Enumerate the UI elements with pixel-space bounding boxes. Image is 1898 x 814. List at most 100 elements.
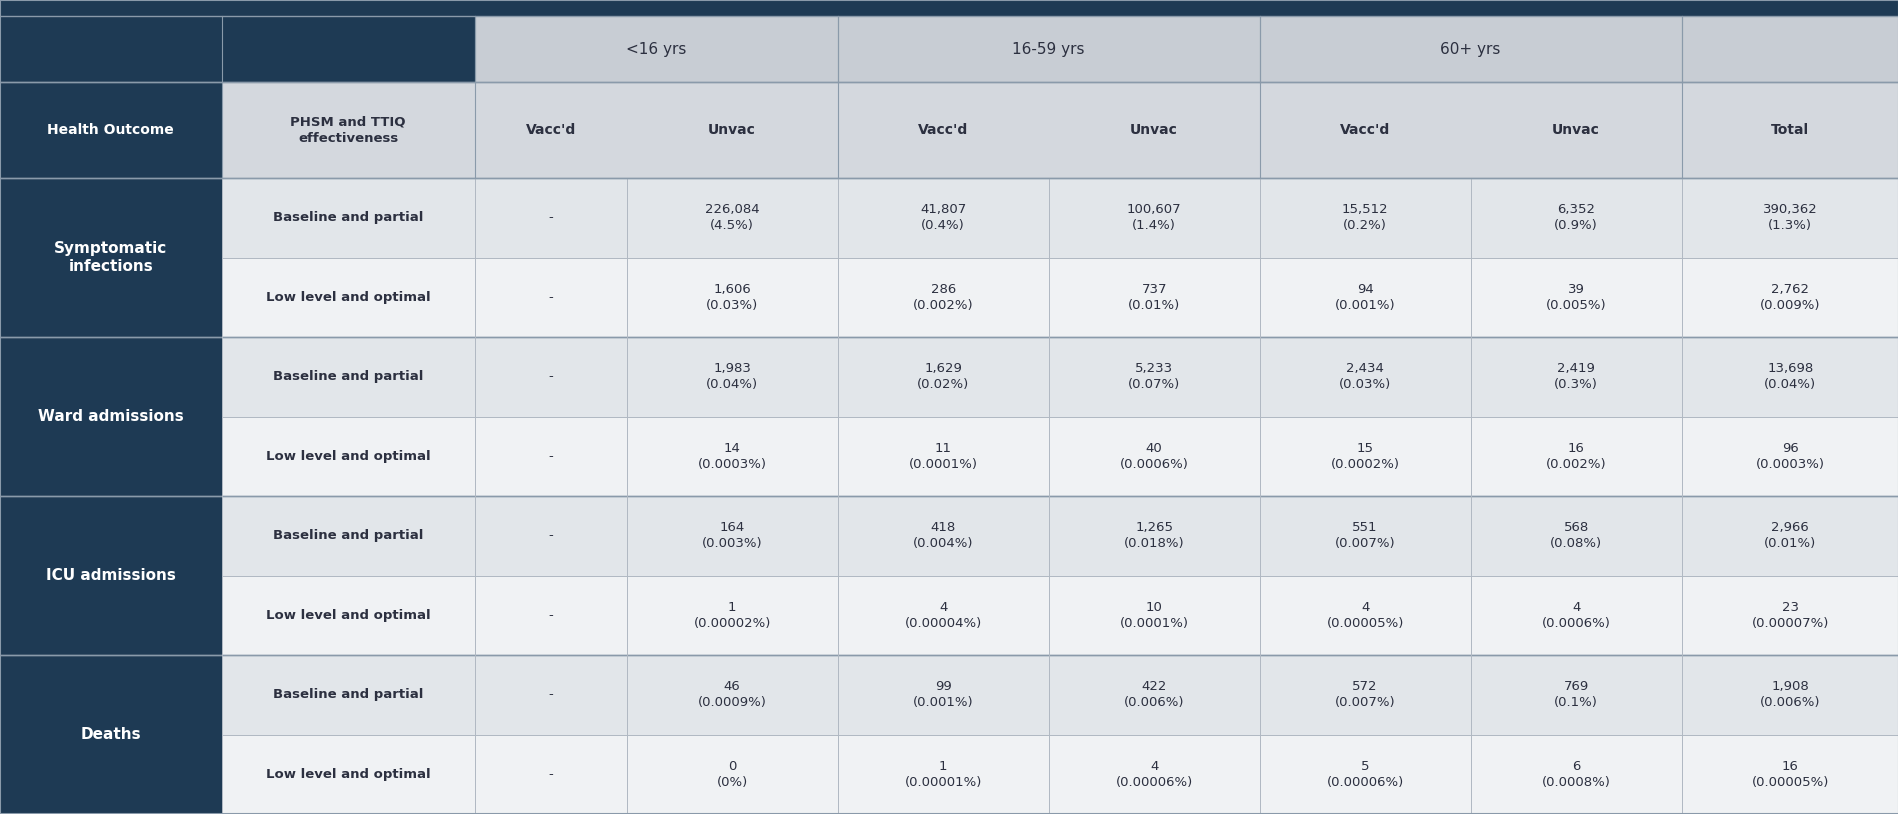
Text: 4
(0.0006%): 4 (0.0006%) (1541, 601, 1610, 630)
Text: 1,629
(0.02%): 1,629 (0.02%) (917, 362, 968, 392)
Text: 1
(0.00001%): 1 (0.00001%) (903, 759, 981, 789)
Bar (0, 0, 1898, 16)
Bar (222, 496, 1898, 575)
Text: Total: Total (1771, 123, 1809, 138)
Text: Low level and optimal: Low level and optimal (266, 450, 431, 463)
Text: Ward admissions: Ward admissions (38, 409, 184, 424)
Text: ICU admissions: ICU admissions (46, 568, 177, 583)
Text: 11
(0.0001%): 11 (0.0001%) (907, 442, 977, 470)
Bar (1682, 82, 1898, 178)
Text: Baseline and partial: Baseline and partial (273, 370, 423, 383)
Text: 164
(0.003%): 164 (0.003%) (702, 521, 763, 550)
Text: 418
(0.004%): 418 (0.004%) (913, 521, 974, 550)
Bar (222, 257, 1898, 337)
Text: -: - (549, 529, 552, 542)
Text: Low level and optimal: Low level and optimal (266, 768, 431, 781)
Text: 1,908
(0.006%): 1,908 (0.006%) (1759, 681, 1820, 709)
Bar (0, 178, 222, 337)
Text: 1,983
(0.04%): 1,983 (0.04%) (706, 362, 757, 392)
Text: 23
(0.00007%): 23 (0.00007%) (1750, 601, 1828, 630)
Text: 2,419
(0.3%): 2,419 (0.3%) (1553, 362, 1598, 392)
Text: -: - (549, 212, 552, 225)
Text: Vacc'd: Vacc'd (1340, 123, 1389, 138)
Text: 769
(0.1%): 769 (0.1%) (1553, 681, 1598, 709)
Text: 15,512
(0.2%): 15,512 (0.2%) (1342, 204, 1387, 232)
Bar (0, 82, 1898, 178)
Text: 568
(0.08%): 568 (0.08%) (1549, 521, 1602, 550)
Text: 16
(0.00005%): 16 (0.00005%) (1750, 759, 1828, 789)
Text: 14
(0.0003%): 14 (0.0003%) (697, 442, 767, 470)
Text: <16 yrs: <16 yrs (626, 42, 685, 57)
Text: 1,265
(0.018%): 1,265 (0.018%) (1124, 521, 1184, 550)
Bar (222, 178, 1898, 257)
Text: Baseline and partial: Baseline and partial (273, 689, 423, 702)
Text: Health Outcome: Health Outcome (47, 123, 175, 138)
Bar (0, 82, 222, 178)
Text: 40
(0.0006%): 40 (0.0006%) (1120, 442, 1188, 470)
Text: Deaths: Deaths (80, 727, 140, 742)
Text: 13,698
(0.04%): 13,698 (0.04%) (1763, 362, 1816, 392)
Text: 94
(0.001%): 94 (0.001%) (1334, 282, 1395, 312)
Text: 1,606
(0.03%): 1,606 (0.03%) (706, 282, 757, 312)
Bar (0, 337, 222, 496)
Bar (222, 337, 1898, 417)
Text: Vacc'd: Vacc'd (917, 123, 968, 138)
Text: 422
(0.006%): 422 (0.006%) (1124, 681, 1184, 709)
Text: 6,352
(0.9%): 6,352 (0.9%) (1553, 204, 1598, 232)
Bar (1264, 19, 1676, 80)
Text: -: - (549, 689, 552, 702)
Text: 286
(0.002%): 286 (0.002%) (913, 282, 974, 312)
Bar (0, 16, 474, 82)
Text: 0
(0%): 0 (0%) (716, 759, 748, 789)
Text: 572
(0.007%): 572 (0.007%) (1334, 681, 1395, 709)
Text: Low level and optimal: Low level and optimal (266, 609, 431, 622)
Text: 5,233
(0.07%): 5,233 (0.07%) (1127, 362, 1181, 392)
Text: 2,966
(0.01%): 2,966 (0.01%) (1763, 521, 1816, 550)
Bar (0, 496, 222, 655)
Text: 737
(0.01%): 737 (0.01%) (1127, 282, 1181, 312)
Text: 2,434
(0.03%): 2,434 (0.03%) (1338, 362, 1391, 392)
Text: Baseline and partial: Baseline and partial (273, 529, 423, 542)
Bar (474, 16, 1898, 82)
Text: 551
(0.007%): 551 (0.007%) (1334, 521, 1395, 550)
Text: 10
(0.0001%): 10 (0.0001%) (1120, 601, 1188, 630)
Text: Unvac: Unvac (1551, 123, 1600, 138)
Bar (222, 575, 1898, 655)
Text: Symptomatic
infections: Symptomatic infections (55, 241, 167, 274)
Text: -: - (549, 450, 552, 463)
Text: 96
(0.0003%): 96 (0.0003%) (1756, 442, 1824, 470)
Text: 390,362
(1.3%): 390,362 (1.3%) (1761, 204, 1816, 232)
Text: 39
(0.005%): 39 (0.005%) (1545, 282, 1606, 312)
Text: 4
(0.00006%): 4 (0.00006%) (1114, 759, 1192, 789)
Text: 6
(0.0008%): 6 (0.0008%) (1541, 759, 1610, 789)
Text: PHSM and TTIQ
effectiveness: PHSM and TTIQ effectiveness (290, 116, 406, 145)
Text: 226,084
(4.5%): 226,084 (4.5%) (704, 204, 759, 232)
Text: Unvac: Unvac (708, 123, 755, 138)
Text: 16
(0.002%): 16 (0.002%) (1545, 442, 1606, 470)
Text: 5
(0.00006%): 5 (0.00006%) (1327, 759, 1403, 789)
Text: 16-59 yrs: 16-59 yrs (1012, 42, 1084, 57)
Text: 99
(0.001%): 99 (0.001%) (913, 681, 974, 709)
Text: 15
(0.0002%): 15 (0.0002%) (1330, 442, 1399, 470)
Text: -: - (549, 609, 552, 622)
Text: -: - (549, 768, 552, 781)
Bar (480, 19, 831, 80)
Text: 41,807
(0.4%): 41,807 (0.4%) (919, 204, 966, 232)
Bar (843, 19, 1253, 80)
Text: 1
(0.00002%): 1 (0.00002%) (693, 601, 771, 630)
Bar (0, 655, 222, 814)
Text: -: - (549, 370, 552, 383)
Text: 4
(0.00004%): 4 (0.00004%) (903, 601, 981, 630)
Text: 4
(0.00005%): 4 (0.00005%) (1327, 601, 1403, 630)
Text: 60+ yrs: 60+ yrs (1441, 42, 1499, 57)
Text: Baseline and partial: Baseline and partial (273, 212, 423, 225)
Bar (222, 734, 1898, 814)
Text: 2,762
(0.009%): 2,762 (0.009%) (1759, 282, 1820, 312)
Text: 46
(0.0009%): 46 (0.0009%) (697, 681, 767, 709)
Text: 100,607
(1.4%): 100,607 (1.4%) (1126, 204, 1181, 232)
Bar (222, 655, 1898, 734)
Bar (222, 417, 1898, 496)
Text: Low level and optimal: Low level and optimal (266, 291, 431, 304)
Text: Unvac: Unvac (1129, 123, 1177, 138)
Text: Vacc'd: Vacc'd (526, 123, 575, 138)
